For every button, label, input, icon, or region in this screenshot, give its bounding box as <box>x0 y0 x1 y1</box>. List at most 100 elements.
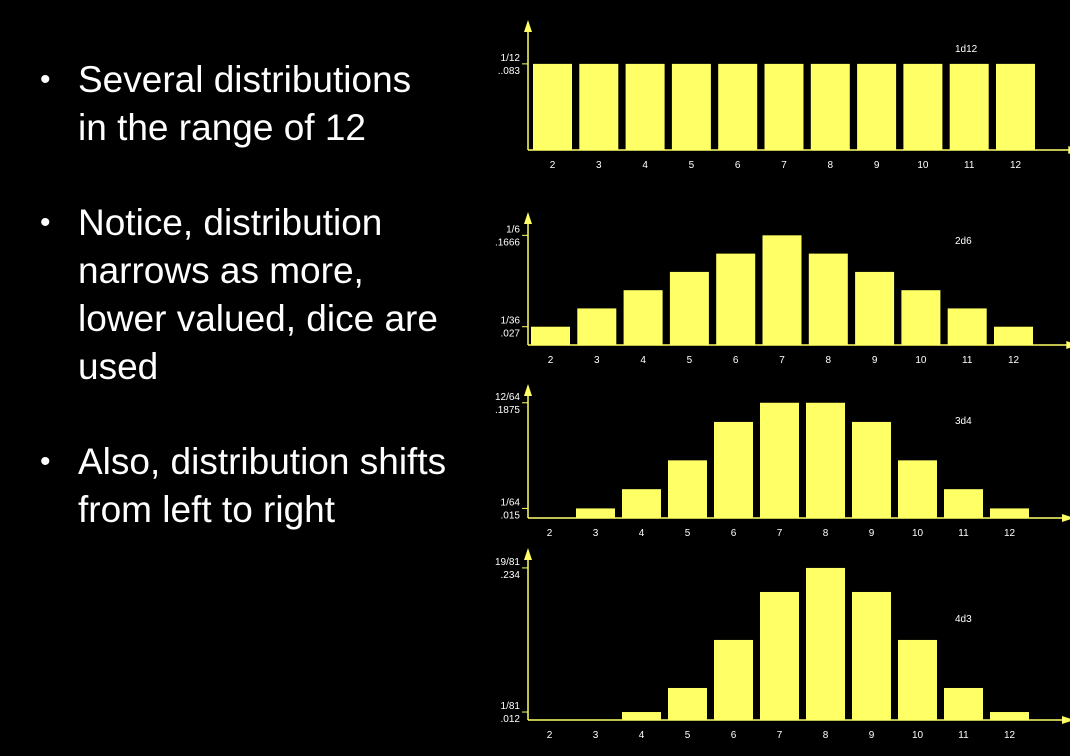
x-tick-label: 5 <box>685 528 691 539</box>
x-tick-label: 2 <box>547 528 553 539</box>
chart-panel-4d3: 2 3 4 5 6 7 8 9 10 11 12 19/81 .234 1/81 .012 4d3 <box>495 548 1070 741</box>
chart-panel-1d12: 2 3 4 5 6 7 8 9 10 11 12 1/12 ..083 1d12 <box>498 20 1070 171</box>
x-tick-label: 5 <box>685 730 691 741</box>
x-axis-arrow <box>1062 514 1070 522</box>
x-tick-label: 8 <box>823 528 829 539</box>
bar-1d12-11 <box>949 63 989 151</box>
x-tick-label: 4 <box>639 730 645 741</box>
bar-1d12-12 <box>996 63 1035 151</box>
x-tick-label: 10 <box>917 160 929 171</box>
x-tick-label: 10 <box>912 528 924 539</box>
x-tick-label: 6 <box>731 730 737 741</box>
x-tick-label: 9 <box>872 355 878 366</box>
bar-1d12-7 <box>764 63 804 151</box>
x-tick-label: 4 <box>640 355 646 366</box>
bar-1d12-9 <box>857 63 897 151</box>
x-tick-label: 10 <box>915 355 927 366</box>
bar-3d4-11 <box>944 489 983 518</box>
x-tick-label: 4 <box>639 528 645 539</box>
bar-2d6-8 <box>808 253 848 345</box>
bar-3d4-7 <box>760 402 799 518</box>
y-tick-decimal: .012 <box>501 714 521 725</box>
y-tick-decimal: .1875 <box>495 405 520 416</box>
x-tick-label: 12 <box>1004 730 1016 741</box>
x-tick-label: 8 <box>823 730 829 741</box>
bar-1d12-8 <box>810 63 850 151</box>
bullet-item: Several distributions in the range of 12 <box>40 56 450 152</box>
bar-3d4-10 <box>898 460 937 518</box>
x-tick-label: 6 <box>735 160 741 171</box>
bar-3d4-9 <box>852 421 891 518</box>
y-tick-fraction: 19/81 <box>495 557 520 568</box>
bar-4d3-9 <box>852 591 891 720</box>
bar-1d12-2 <box>533 63 572 151</box>
x-tick-label: 12 <box>1010 160 1022 171</box>
x-tick-label: 3 <box>593 528 599 539</box>
x-tick-label: 7 <box>781 160 787 171</box>
x-tick-label: 8 <box>826 355 832 366</box>
bar-2d6-10 <box>901 290 941 345</box>
bar-3d4-8 <box>806 402 845 518</box>
x-tick-label: 5 <box>689 160 695 171</box>
bar-3d4-4 <box>622 489 661 518</box>
bar-4d3-6 <box>714 639 753 720</box>
y-tick-decimal: .015 <box>501 510 521 521</box>
y-axis-arrow <box>524 384 532 396</box>
bar-1d12-4 <box>625 63 665 151</box>
bar-3d4-3 <box>576 508 615 518</box>
chart-panel-3d4: 2 3 4 5 6 7 8 9 10 11 12 12/64 .1875 1/64 .015 3d4 <box>495 384 1070 539</box>
x-tick-label: 12 <box>1004 528 1016 539</box>
bar-1d12-6 <box>718 63 758 151</box>
y-axis-arrow <box>524 212 532 224</box>
x-tick-label: 11 <box>964 160 975 171</box>
x-tick-label: 2 <box>547 730 553 741</box>
bar-2d6-7 <box>762 235 802 345</box>
chart-label: 1d12 <box>955 44 978 55</box>
bar-4d3-7 <box>760 591 799 720</box>
x-tick-label: 7 <box>777 730 783 741</box>
x-axis-arrow <box>1066 341 1070 349</box>
bar-4d3-12 <box>990 712 1029 720</box>
x-tick-label: 7 <box>779 355 785 366</box>
y-tick-decimal: .1666 <box>495 237 520 248</box>
y-axis-arrow <box>524 548 532 560</box>
bar-4d3-11 <box>944 687 983 720</box>
y-tick-fraction: 1/81 <box>501 701 521 712</box>
y-tick-fraction: 12/64 <box>495 392 520 403</box>
chart-panel-2d6: 2 3 4 5 6 7 8 9 10 11 12 1/6 .1666 1/36 .027 2d6 <box>495 212 1070 366</box>
x-tick-label: 5 <box>687 355 693 366</box>
bar-2d6-4 <box>623 290 663 345</box>
bullet-item: Notice, distribution narrows as more, lo… <box>40 199 450 391</box>
chart-label: 2d6 <box>955 236 972 247</box>
x-tick-label: 3 <box>593 730 599 741</box>
x-tick-label: 11 <box>958 528 969 539</box>
x-tick-label: 4 <box>642 160 648 171</box>
x-tick-label: 2 <box>550 160 556 171</box>
y-tick-decimal: .027 <box>501 329 521 340</box>
x-tick-label: 11 <box>958 730 969 741</box>
bar-2d6-6 <box>716 253 756 345</box>
bullet-list: Several distributions in the range of 12… <box>40 56 450 581</box>
bar-4d3-4 <box>622 712 661 720</box>
x-tick-label: 8 <box>828 160 834 171</box>
bar-2d6-3 <box>577 308 617 345</box>
x-tick-label: 3 <box>596 160 602 171</box>
bar-2d6-2 <box>531 326 570 345</box>
bar-4d3-5 <box>668 687 707 720</box>
bar-2d6-5 <box>669 271 709 345</box>
x-tick-label: 2 <box>548 355 554 366</box>
y-axis-arrow <box>524 20 532 32</box>
y-tick-decimal: .234 <box>501 570 521 581</box>
x-tick-label: 3 <box>594 355 600 366</box>
x-tick-label: 11 <box>962 355 973 366</box>
chart-label: 3d4 <box>955 416 972 427</box>
bullet-item: Also, distribution shifts from left to r… <box>40 438 450 534</box>
chart-label: 4d3 <box>955 614 972 625</box>
x-axis-arrow <box>1062 716 1070 724</box>
y-tick-fraction: 1/12 <box>501 53 521 64</box>
x-tick-label: 10 <box>912 730 924 741</box>
x-tick-label: 9 <box>869 730 875 741</box>
bar-4d3-10 <box>898 639 937 720</box>
x-tick-label: 7 <box>777 528 783 539</box>
